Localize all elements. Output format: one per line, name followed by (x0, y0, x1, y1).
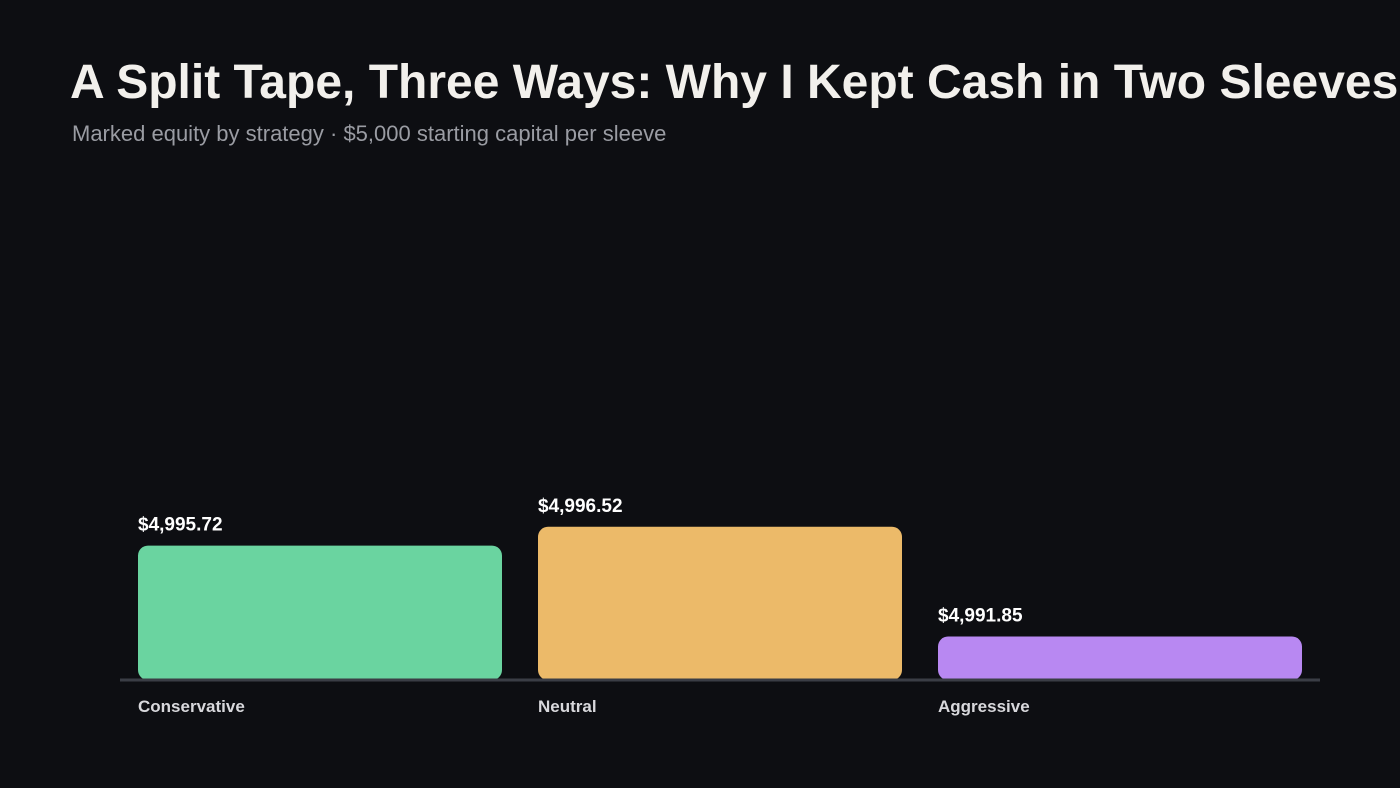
category-label: Conservative (138, 697, 245, 716)
value-label: $4,995.72 (138, 515, 223, 536)
chart-title: A Split Tape, Three Ways: Why I Kept Cas… (70, 56, 1398, 109)
bar (938, 636, 1302, 680)
value-label: $4,996.52 (538, 496, 623, 517)
bar (538, 526, 902, 680)
value-label: $4,991.85 (938, 606, 1023, 627)
chart-subtitle: Marked equity by strategy · $5,000 start… (72, 121, 666, 146)
category-label: Neutral (538, 697, 597, 716)
bar (138, 545, 502, 680)
category-label: Aggressive (938, 697, 1030, 716)
